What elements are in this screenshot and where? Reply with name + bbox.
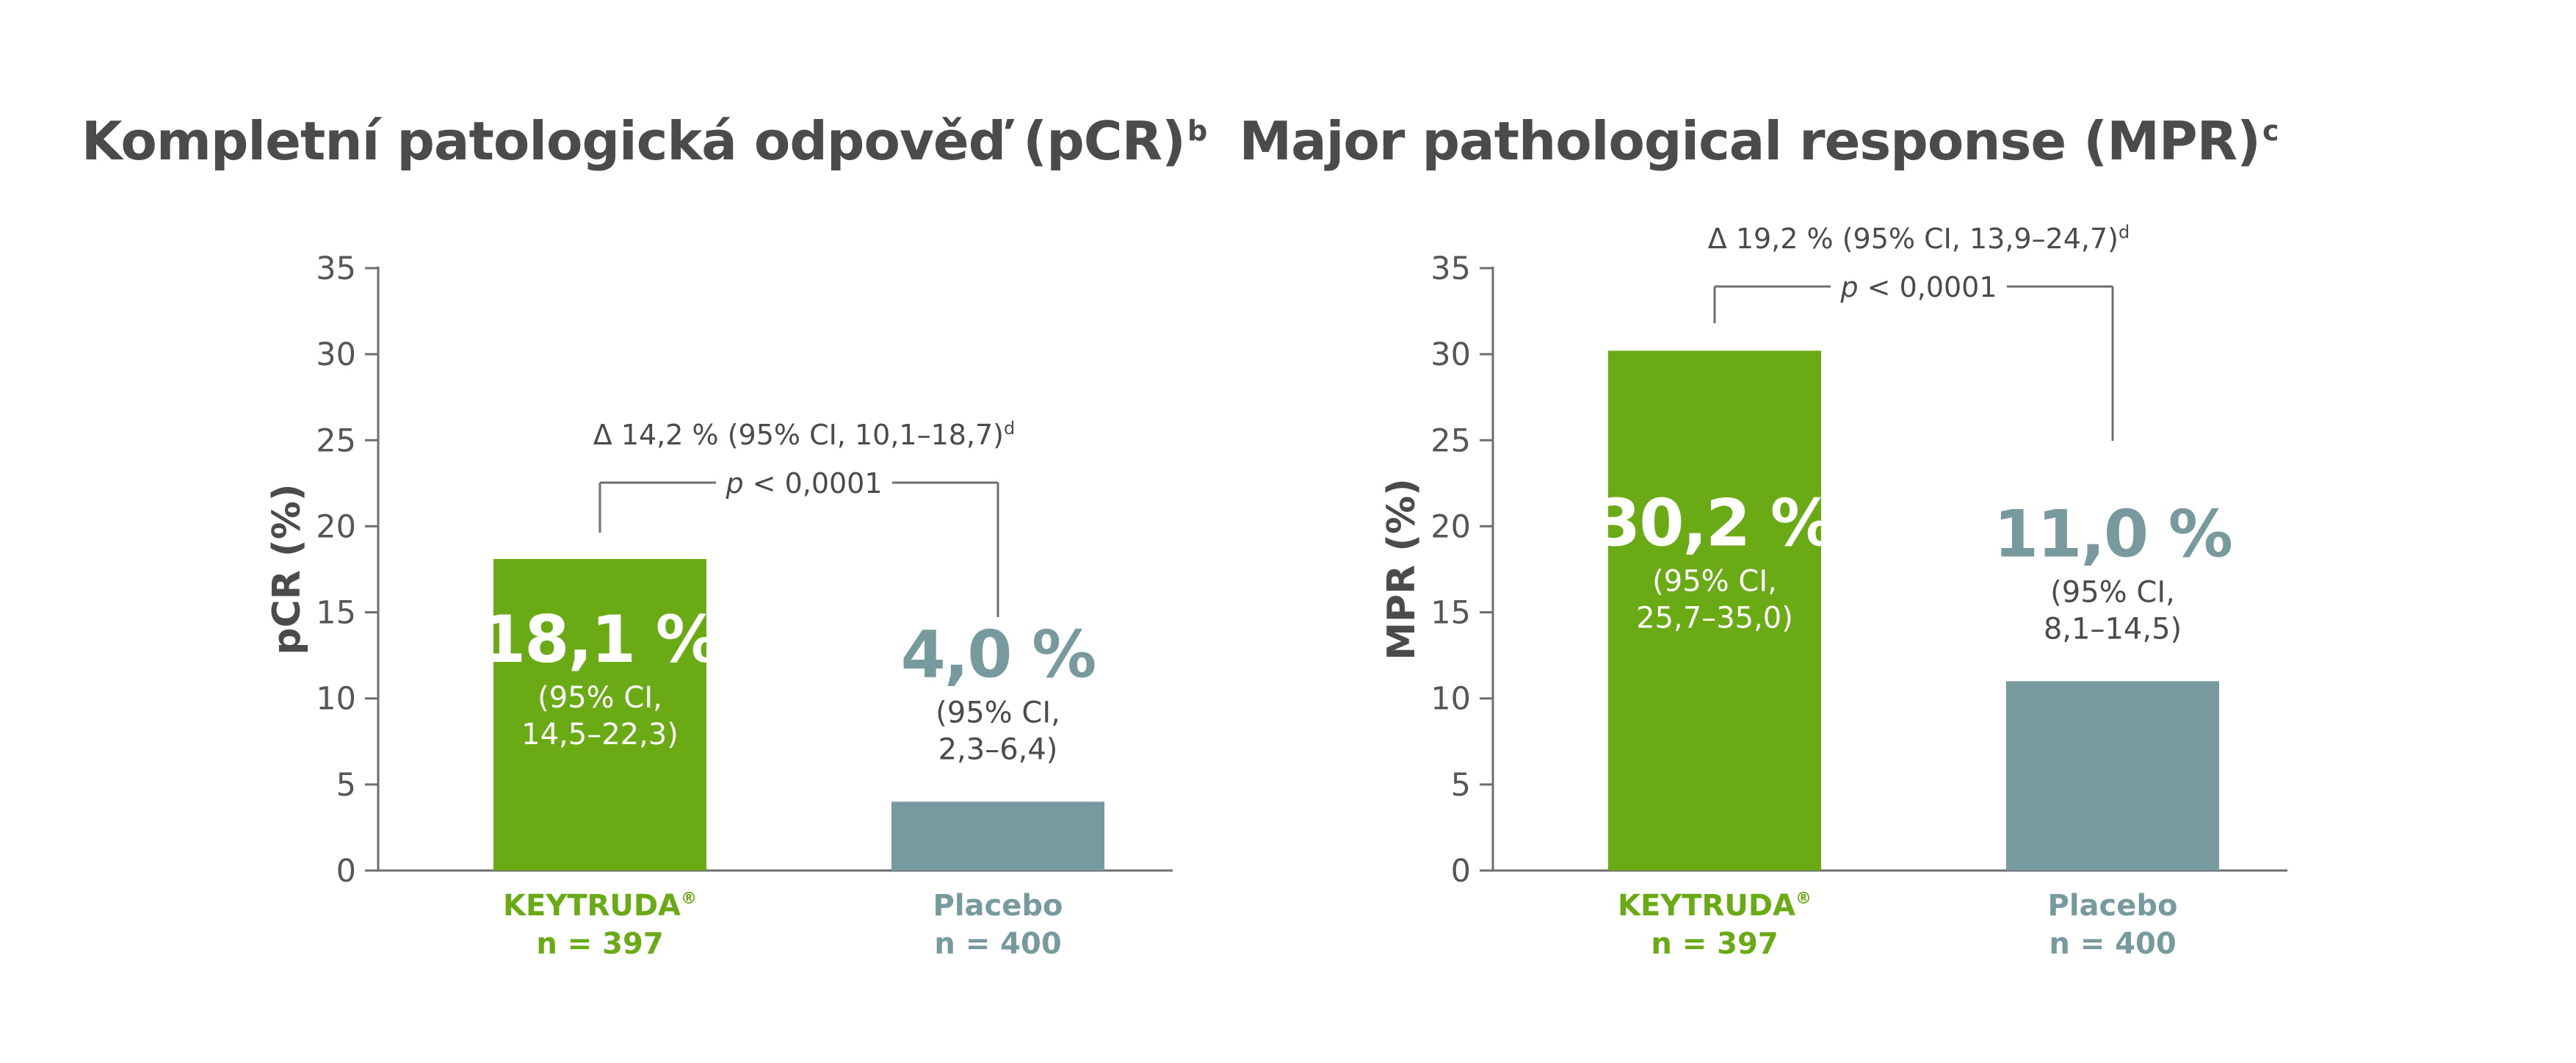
- pcr-ci-label: 2,3–6,4): [938, 732, 1058, 766]
- mpr-chart-title: Major pathological response (MPR)c: [1239, 110, 2279, 172]
- mpr-y-tick-label: 15: [1430, 595, 1471, 632]
- mpr-delta: Δ 19,2 % (95% CI, 13,9–24,7)d: [1708, 222, 2130, 255]
- mpr-ci-label: (95% CI,: [1652, 564, 1777, 598]
- mpr-y-tick-label: 0: [1451, 853, 1471, 890]
- pcr-value-label: 18,1 %: [481, 602, 719, 677]
- pcr-ci-label: (95% CI,: [936, 696, 1060, 729]
- pcr-y-axis-title: pCR (%): [265, 483, 309, 655]
- mpr-chart-panel: Major pathological response (MPR)c 0 5 10 1…: [1115, 0, 2403, 1063]
- pcr-y-tick-label: 10: [316, 681, 356, 718]
- mpr-category-n: n = 400: [2049, 927, 2176, 961]
- mpr-y-tick-label: 30: [1430, 336, 1471, 373]
- mpr-y-tick-label: 10: [1430, 681, 1471, 718]
- pcr-chart-panel: Kompletní patologická odpověď (pCR)b 0 5 1…: [81, 110, 1207, 961]
- mpr-y-tick-label: 5: [1451, 767, 1471, 804]
- mpr-p-value: p < 0,0001: [1839, 271, 1997, 303]
- pcr-y-tick-label: 15: [316, 595, 356, 632]
- pcr-category-label: KEYTRUDA®: [503, 889, 697, 923]
- mpr-ci-label: (95% CI,: [2050, 575, 2175, 609]
- pcr-bar-keytruda: [493, 558, 706, 871]
- pcr-y-tick-label: 5: [336, 767, 356, 804]
- mpr-ci-label: 25,7–35,0): [1636, 601, 1793, 635]
- mpr-y-tick-label: 20: [1430, 508, 1471, 545]
- mpr-category-label: KEYTRUDA®: [1618, 889, 1812, 923]
- pcr-ci-label: (95% CI,: [538, 681, 662, 715]
- pcr-bar-placebo: [891, 801, 1104, 871]
- mpr-category-n: n = 397: [1651, 927, 1778, 961]
- mpr-category-label: Placebo: [2048, 889, 2178, 923]
- pcr-y-tick-label: 25: [316, 422, 356, 459]
- mpr-bar-keytruda: [1608, 350, 1821, 871]
- mpr-value-label: 30,2 %: [1596, 485, 1834, 561]
- mpr-y-axis-title: MPR (%): [1380, 478, 1424, 660]
- pcr-p-value: p < 0,0001: [725, 467, 882, 500]
- mpr-bar-placebo: [2006, 681, 2219, 871]
- pcr-value-label: 4,0 %: [901, 616, 1096, 692]
- pcr-category-n: n = 400: [934, 927, 1061, 961]
- pcr-y-tick-label: 0: [336, 853, 356, 890]
- pcr-delta: Δ 14,2 % (95% CI, 10,1–18,7)d: [593, 418, 1016, 451]
- pcr-category-n: n = 397: [536, 927, 663, 961]
- mpr-ci-label: 8,1–14,5): [2044, 612, 2182, 646]
- pcr-y-tick-label: 20: [316, 508, 356, 545]
- mpr-y-tick-label: 25: [1430, 422, 1471, 459]
- pcr-y-tick-label: 30: [316, 336, 356, 373]
- pcr-category-label: Placebo: [933, 889, 1063, 923]
- mpr-value-label: 11,0 %: [1994, 496, 2232, 572]
- pcr-ci-label: 14,5–22,3): [521, 718, 679, 752]
- pcr-chart-title: Kompletní patologická odpověď (pCR)b: [81, 110, 1207, 172]
- mpr-y-tick-label: 35: [1430, 251, 1471, 287]
- pcr-y-tick-label: 35: [316, 251, 356, 287]
